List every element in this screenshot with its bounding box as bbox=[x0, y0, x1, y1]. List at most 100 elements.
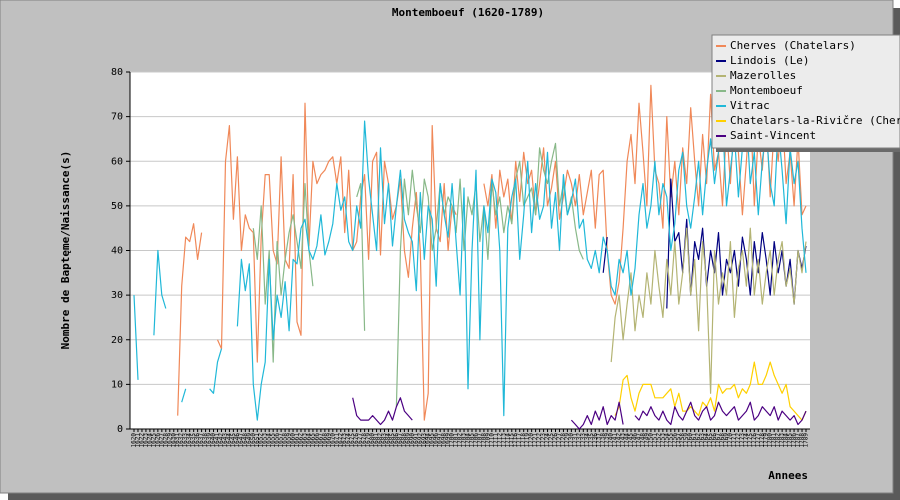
x-tick-label: 1632 bbox=[178, 433, 185, 448]
x-tick-label: 1772 bbox=[735, 433, 742, 448]
x-tick-label: 1653 bbox=[262, 433, 269, 448]
legend-label: Vitrac bbox=[730, 99, 770, 112]
y-tick-label: 10 bbox=[111, 379, 123, 390]
x-tick-label: 1701 bbox=[453, 433, 460, 448]
x-tick-label: 1766 bbox=[711, 433, 718, 448]
legend-label: Montemboeuf bbox=[730, 84, 803, 97]
x-tick-label: 1747 bbox=[635, 433, 642, 448]
x-tick-label: 1781 bbox=[771, 433, 778, 448]
x-tick-label: 1763 bbox=[699, 433, 706, 448]
x-tick-label: 1678 bbox=[361, 433, 368, 448]
legend-box bbox=[711, 34, 900, 149]
x-tick-label: 1783 bbox=[779, 433, 786, 448]
x-tick-label: 1692 bbox=[417, 433, 424, 448]
x-tick-label: 1639 bbox=[206, 433, 213, 448]
x-tick-label: 1629 bbox=[166, 433, 173, 448]
x-tick-label: 1636 bbox=[194, 433, 201, 448]
x-tick-label: 1732 bbox=[576, 433, 583, 448]
series-line bbox=[133, 116, 807, 421]
x-tick-label: 1742 bbox=[616, 433, 623, 448]
x-tick-label: 1756 bbox=[671, 433, 678, 448]
x-tick-label: 1707 bbox=[476, 433, 483, 448]
x-tick-label: 1624 bbox=[146, 433, 153, 448]
x-tick-label: 1681 bbox=[373, 433, 380, 448]
x-tick-label: 1667 bbox=[317, 433, 324, 448]
x-tick-label: 1690 bbox=[409, 433, 416, 448]
x-tick-label: 1684 bbox=[385, 433, 392, 448]
x-tick-label: 1642 bbox=[218, 433, 225, 448]
x-tick-label: 1729 bbox=[564, 433, 571, 448]
x-tick-label: 1696 bbox=[433, 433, 440, 448]
x-tick-label: 1635 bbox=[190, 433, 197, 448]
x-tick-label: 1761 bbox=[691, 433, 698, 448]
x-tick-label: 1751 bbox=[651, 433, 658, 448]
x-tick-label: 1774 bbox=[743, 433, 750, 448]
y-tick-label: 60 bbox=[111, 156, 123, 167]
x-tick-label: 1715 bbox=[508, 433, 515, 448]
x-tick-label: 1735 bbox=[588, 433, 595, 448]
x-tick-label: 1686 bbox=[393, 433, 400, 448]
x-tick-label: 1762 bbox=[695, 433, 702, 448]
y-tick-label: 80 bbox=[111, 67, 123, 78]
x-tick-label: 1740 bbox=[608, 433, 615, 448]
x-tick-label: 1755 bbox=[667, 433, 674, 448]
y-axis-label: Nombre de Baptęme/Naissance(s) bbox=[59, 151, 72, 350]
x-tick-label: 1778 bbox=[759, 433, 766, 448]
x-tick-label: 1657 bbox=[278, 433, 285, 448]
x-tick-label: 1679 bbox=[365, 433, 372, 448]
x-tick-label: 1765 bbox=[707, 433, 714, 448]
x-tick-label: 1777 bbox=[755, 433, 762, 448]
y-tick-label: 70 bbox=[111, 112, 123, 123]
x-tick-label: 1651 bbox=[254, 433, 261, 448]
y-tick-label: 50 bbox=[111, 201, 123, 212]
x-tick-label: 1746 bbox=[632, 433, 639, 448]
x-tick-label: 1688 bbox=[401, 433, 408, 448]
x-tick-label: 1646 bbox=[234, 433, 241, 448]
x-tick-label: 1760 bbox=[687, 433, 694, 448]
x-tick-label: 1664 bbox=[305, 433, 312, 448]
x-tick-label: 1754 bbox=[663, 433, 670, 448]
legend-label: Mazerolles bbox=[730, 69, 796, 82]
x-tick-label: 1656 bbox=[274, 433, 281, 448]
x-tick-label: 1644 bbox=[226, 433, 233, 448]
x-tick-label: 1665 bbox=[309, 433, 316, 448]
x-tick-label: 1710 bbox=[488, 433, 495, 448]
x-tick-label: 1713 bbox=[500, 433, 507, 448]
x-tick-label: 1623 bbox=[142, 433, 149, 448]
x-tick-label: 1641 bbox=[214, 433, 221, 448]
x-tick-label: 1738 bbox=[600, 433, 607, 448]
x-tick-label: 1728 bbox=[560, 433, 567, 448]
x-tick-label: 1730 bbox=[568, 433, 575, 448]
x-tick-label: 1769 bbox=[723, 433, 730, 448]
x-tick-label: 1650 bbox=[250, 433, 257, 448]
series-line bbox=[252, 142, 584, 407]
x-tick-label: 1739 bbox=[604, 433, 611, 448]
x-tick-label: 1621 bbox=[134, 433, 141, 448]
x-tick-label: 1655 bbox=[270, 433, 277, 448]
x-tick-label: 1658 bbox=[282, 433, 289, 448]
x-tick-label: 1661 bbox=[294, 433, 301, 448]
x-tick-label: 1663 bbox=[301, 433, 308, 448]
x-tick-label: 1698 bbox=[441, 433, 448, 448]
x-tick-label: 1666 bbox=[313, 433, 320, 448]
x-tick-label: 1743 bbox=[620, 433, 627, 448]
x-tick-label: 1776 bbox=[751, 433, 758, 448]
x-tick-label: 1626 bbox=[154, 433, 161, 448]
x-tick-label: 1716 bbox=[512, 433, 519, 448]
x-tick-label: 1622 bbox=[138, 433, 145, 448]
x-tick-label: 1638 bbox=[202, 433, 209, 448]
x-tick-label: 1758 bbox=[679, 433, 686, 448]
x-tick-label: 1737 bbox=[596, 433, 603, 448]
x-tick-label: 1673 bbox=[341, 433, 348, 448]
x-tick-label: 1695 bbox=[429, 433, 436, 448]
lines bbox=[133, 84, 807, 430]
x-tick-label: 1685 bbox=[389, 433, 396, 448]
x-tick-label: 1722 bbox=[536, 433, 543, 448]
x-tick-label: 1668 bbox=[321, 433, 328, 448]
x-tick-label: 1752 bbox=[655, 433, 662, 448]
x-tick-label: 1782 bbox=[775, 433, 782, 448]
x-tick-label: 1725 bbox=[548, 433, 555, 448]
y-tick-label: 20 bbox=[111, 335, 123, 346]
x-tick-label: 1625 bbox=[150, 433, 157, 448]
